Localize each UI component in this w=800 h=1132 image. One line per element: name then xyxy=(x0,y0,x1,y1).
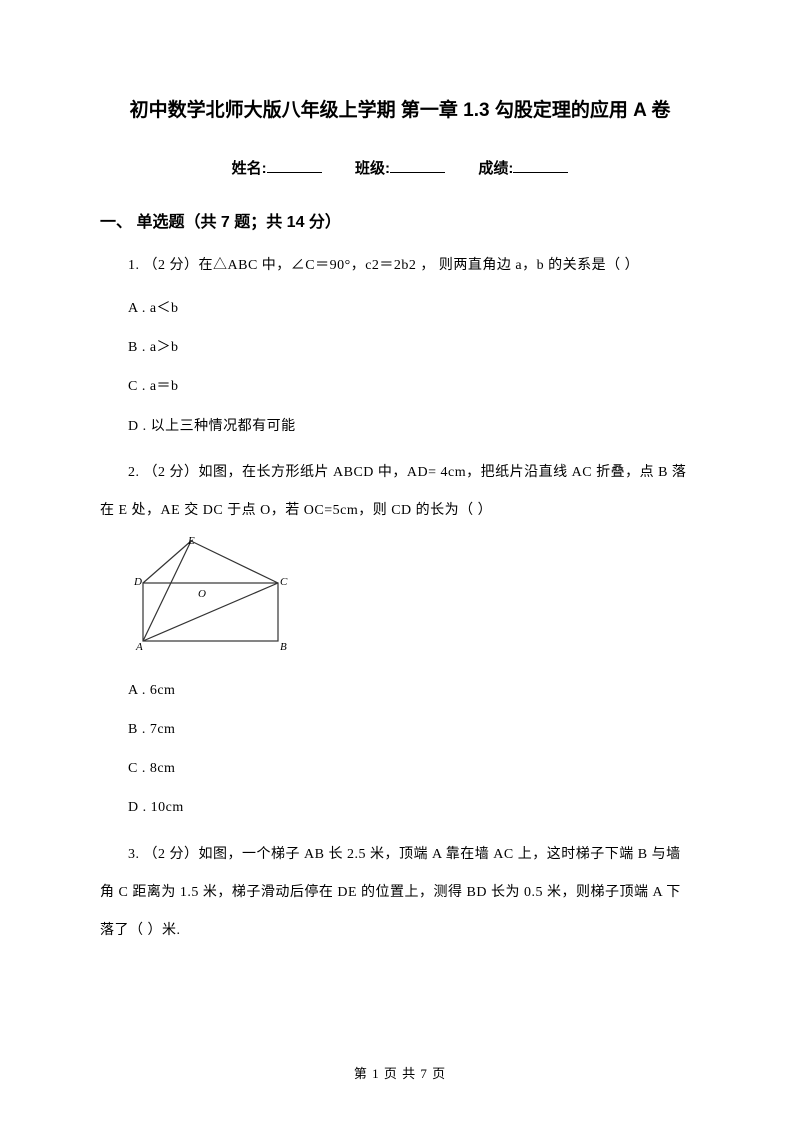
q2-option-d: D . 10cm xyxy=(100,795,700,820)
class-label: 班级: xyxy=(355,160,390,177)
q1-option-c: C . a＝b xyxy=(100,374,700,399)
q3-stem-line1: 3. （2 分）如图，一个梯子 AB 长 2.5 米，顶端 A 靠在墙 AC 上… xyxy=(100,841,700,869)
diagram-label-c: C xyxy=(280,576,288,588)
q2-stem-line1: 2. （2 分）如图，在长方形纸片 ABCD 中，AD= 4cm，把纸片沿直线 … xyxy=(100,459,700,487)
diagram-label-e: E xyxy=(187,535,195,547)
score-label: 成绩: xyxy=(478,160,513,177)
q2-option-b: B . 7cm xyxy=(100,717,700,742)
score-blank xyxy=(513,159,568,173)
section-1-header: 一、 单选题（共 7 题；共 14 分） xyxy=(100,208,700,232)
class-blank xyxy=(390,159,445,173)
info-line: 姓名: 班级: 成绩: xyxy=(100,157,700,178)
q2-option-a: A . 6cm xyxy=(100,678,700,703)
q2-stem-line2: 在 E 处，AE 交 DC 于点 O，若 OC=5cm，则 CD 的长为（ ） xyxy=(100,497,700,525)
q3-stem-line3: 落了（ ）米. xyxy=(100,917,700,945)
q2-diagram: A B C D E O xyxy=(128,535,700,660)
q2-option-c: C . 8cm xyxy=(100,756,700,781)
q1-stem: 1. （2 分）在△ABC 中，∠C＝90°，c2＝2b2 ， 则两直角边 a，… xyxy=(100,252,700,280)
q1-option-b: B . a＞b xyxy=(100,335,700,360)
name-label: 姓名: xyxy=(232,160,267,177)
diagram-label-b: B xyxy=(280,641,287,653)
page-footer: 第 1 页 共 7 页 xyxy=(0,1063,800,1082)
q3-stem-line2: 角 C 距离为 1.5 米，梯子滑动后停在 DE 的位置上，测得 BD 长为 0… xyxy=(100,879,700,907)
diagram-label-a: A xyxy=(135,641,143,653)
diagram-label-o: O xyxy=(198,588,206,600)
diagram-label-d: D xyxy=(133,576,142,588)
page-title: 初中数学北师大版八年级上学期 第一章 1.3 勾股定理的应用 A 卷 xyxy=(100,95,700,122)
q1-option-a: A . a＜b xyxy=(100,296,700,321)
q1-option-d: D . 以上三种情况都有可能 xyxy=(100,414,700,439)
name-blank xyxy=(267,159,322,173)
